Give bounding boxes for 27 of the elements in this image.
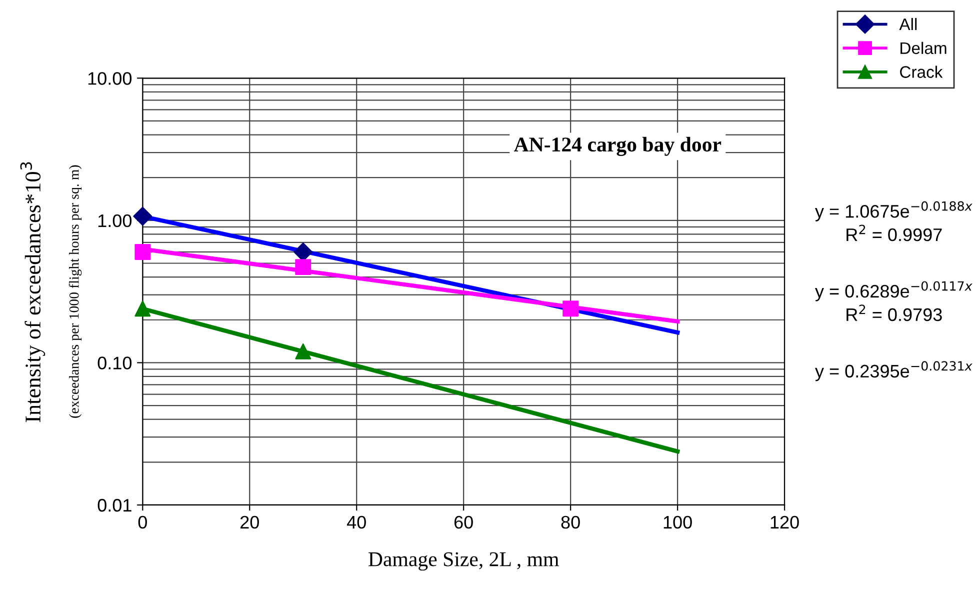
annotation: AN-124 cargo bay door bbox=[514, 136, 722, 156]
point bbox=[562, 300, 579, 317]
x-tick-label: 60 bbox=[454, 516, 473, 529]
legend-label: All bbox=[899, 18, 917, 30]
text: y = 0.2395e$^{−0.0231x}$ bbox=[815, 361, 972, 382]
x-axis-title: Damage Size, 2L , mm bbox=[368, 552, 559, 571]
y-tick-label: 1.00 bbox=[98, 214, 132, 228]
y-tick-label: 0.10 bbox=[98, 356, 132, 370]
x-tick-label: 120 bbox=[770, 516, 799, 529]
point bbox=[134, 244, 151, 260]
legend-label: Crack bbox=[900, 66, 943, 78]
y-tick-label: 10.00 bbox=[88, 72, 132, 85]
x-tick-label: 80 bbox=[561, 516, 580, 529]
point bbox=[294, 242, 313, 262]
point bbox=[295, 259, 312, 276]
x-tick-label: 100 bbox=[664, 516, 692, 529]
x-tick-label: 0 bbox=[138, 516, 147, 529]
text: y = 0.6289e$^{−0.0117x}$ R$^{2}$ = 0.9793 bbox=[815, 281, 972, 322]
point bbox=[133, 206, 152, 226]
text: Intensity of exceedances*10$^{3}$ (exceedances per 1000 flight hours per sq. m) bbox=[20, 162, 82, 422]
x-tick-label: 40 bbox=[346, 516, 366, 529]
point bbox=[295, 343, 312, 360]
text: y = 1.0675e$^{−0.0188x}$ R$^{2}$ = 0.9997 bbox=[815, 201, 972, 242]
legend-label: Delam bbox=[900, 42, 946, 54]
point bbox=[134, 300, 151, 317]
y-tick-label: 0.01 bbox=[98, 498, 132, 512]
x-tick-label: 20 bbox=[240, 516, 259, 529]
